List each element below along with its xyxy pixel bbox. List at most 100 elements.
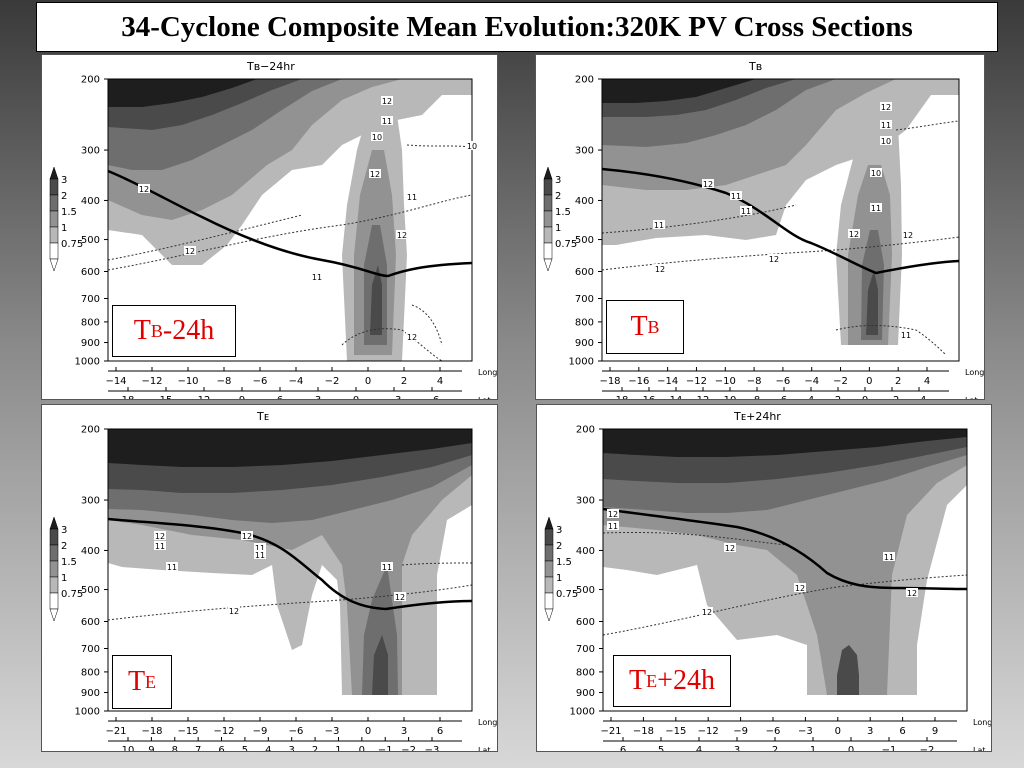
lat-tick-label: 4 (696, 745, 702, 751)
y-tick-label: 900 (81, 338, 100, 349)
legend-value: 1.5 (61, 557, 77, 568)
long-tick-label: −4 (804, 376, 819, 387)
y-tick-label: 600 (575, 267, 594, 278)
long-tick-label: −10 (715, 376, 736, 387)
legend-bottom-arrow (49, 258, 59, 272)
page-title-box: 34-Cyclone Composite Mean Evolution:320K… (36, 2, 998, 52)
svg-text:11: 11 (654, 221, 664, 230)
long-axis-name: Long (965, 368, 984, 377)
long-tick-label: 4 (437, 376, 443, 387)
panel-label: T E +24h (613, 655, 731, 707)
lat-tick-label: −1 (378, 745, 393, 751)
legend-value: 2 (61, 191, 67, 202)
lat-tick-label: 16 (643, 395, 656, 399)
contour-label: 11 (254, 550, 266, 560)
svg-text:12: 12 (139, 185, 149, 194)
svg-text:12: 12 (903, 231, 913, 240)
lat-tick-label: 7 (195, 745, 201, 751)
long-tick-label: −2 (833, 376, 848, 387)
legend-value: 2 (555, 191, 561, 202)
lat-axis-name: Lat (478, 746, 491, 751)
long-tick-label: −16 (628, 376, 649, 387)
legend-swatch (544, 560, 554, 578)
y-tick-label: 400 (81, 546, 100, 557)
contour-label: 12 (654, 264, 666, 274)
svg-text:11: 11 (731, 192, 741, 201)
legend-value: 1.5 (61, 207, 77, 218)
lat-tick-label: 8 (754, 395, 760, 399)
y-tick-label: 800 (575, 317, 594, 328)
contour-label: 11 (254, 543, 266, 553)
y-tick-label: 900 (575, 338, 594, 349)
svg-text:12: 12 (769, 255, 779, 264)
lat-tick-label: 3 (315, 395, 321, 399)
legend-top-arrow (49, 166, 59, 180)
contour-label: 12 (154, 531, 166, 541)
panel-header: Tᴇ (257, 410, 270, 423)
svg-text:12: 12 (382, 97, 392, 106)
lat-tick-label: −1 (882, 745, 897, 751)
long-tick-label: −3 (325, 726, 340, 737)
long-tick-label: 9 (932, 726, 938, 737)
long-tick-label: 3 (867, 726, 873, 737)
svg-text:12: 12 (395, 593, 405, 602)
legend-swatch (544, 528, 554, 546)
long-tick-label: −6 (766, 726, 781, 737)
contour-label: 12 (138, 184, 150, 194)
svg-text:12: 12 (725, 544, 735, 553)
long-tick-label: −12 (686, 376, 707, 387)
legend-swatch (543, 242, 553, 260)
page-title: 34-Cyclone Composite Mean Evolution:320K… (121, 10, 913, 43)
lat-tick-label: −2 (885, 395, 900, 399)
long-tick-label: 0 (365, 726, 371, 737)
legend-top-arrow (543, 166, 553, 180)
contour-label: 12 (702, 179, 714, 189)
y-tick-label: 600 (81, 267, 100, 278)
long-tick-label: −6 (289, 726, 304, 737)
legend-value: 3 (61, 175, 67, 186)
lat-tick-label: −3 (387, 395, 402, 399)
long-tick-label: −15 (665, 726, 686, 737)
y-tick-label: 1000 (75, 707, 100, 718)
legend-value: 0.75 (556, 589, 578, 600)
svg-text:11: 11 (312, 273, 322, 282)
contour-label: 12 (906, 588, 918, 598)
long-tick-label: −14 (657, 376, 678, 387)
contour-label: 11 (730, 191, 742, 201)
panel-header: Tʙ−24hr (247, 60, 295, 73)
legend-swatch (49, 544, 59, 562)
legend-swatch (543, 178, 553, 196)
long-tick-label: −8 (217, 376, 232, 387)
contour-label: 10 (870, 168, 882, 178)
y-tick-label: 1000 (570, 707, 595, 718)
long-tick-label: 0 (835, 726, 841, 737)
contour-label: 12 (184, 246, 196, 256)
legend-value: 3 (61, 525, 67, 536)
lat-tick-label: −4 (912, 395, 927, 399)
legend-swatch (543, 194, 553, 212)
long-tick-label: −18 (599, 376, 620, 387)
svg-text:12: 12 (242, 532, 252, 541)
long-tick-label: −21 (600, 726, 621, 737)
lat-tick-label: 0 (359, 745, 365, 751)
panel-label: T B -24h (112, 305, 236, 357)
lat-tick-label: 5 (242, 745, 248, 751)
lat-tick-label: 14 (670, 395, 683, 399)
panel-tb-minus-24h: 200 300 400 500 600 700 800 900 1000 −14 −12 −10 −8−… (41, 54, 498, 400)
y-tick-label: 400 (575, 196, 594, 207)
y-tick-label: 300 (576, 496, 595, 507)
y-tick-label: 200 (81, 75, 100, 86)
long-tick-label: 2 (895, 376, 901, 387)
long-tick-label: 6 (437, 726, 443, 737)
lat-tick-label: 6 (781, 395, 787, 399)
legend-swatch (49, 528, 59, 546)
svg-text:11: 11 (871, 204, 881, 213)
legend-swatch (543, 226, 553, 244)
legend-swatch (49, 242, 59, 260)
svg-text:12: 12 (397, 231, 407, 240)
contour-label: 12 (607, 509, 619, 519)
legend-bottom-arrow (543, 258, 553, 272)
legend-value: 0.75 (61, 589, 83, 600)
contour-label: 11 (406, 192, 418, 202)
